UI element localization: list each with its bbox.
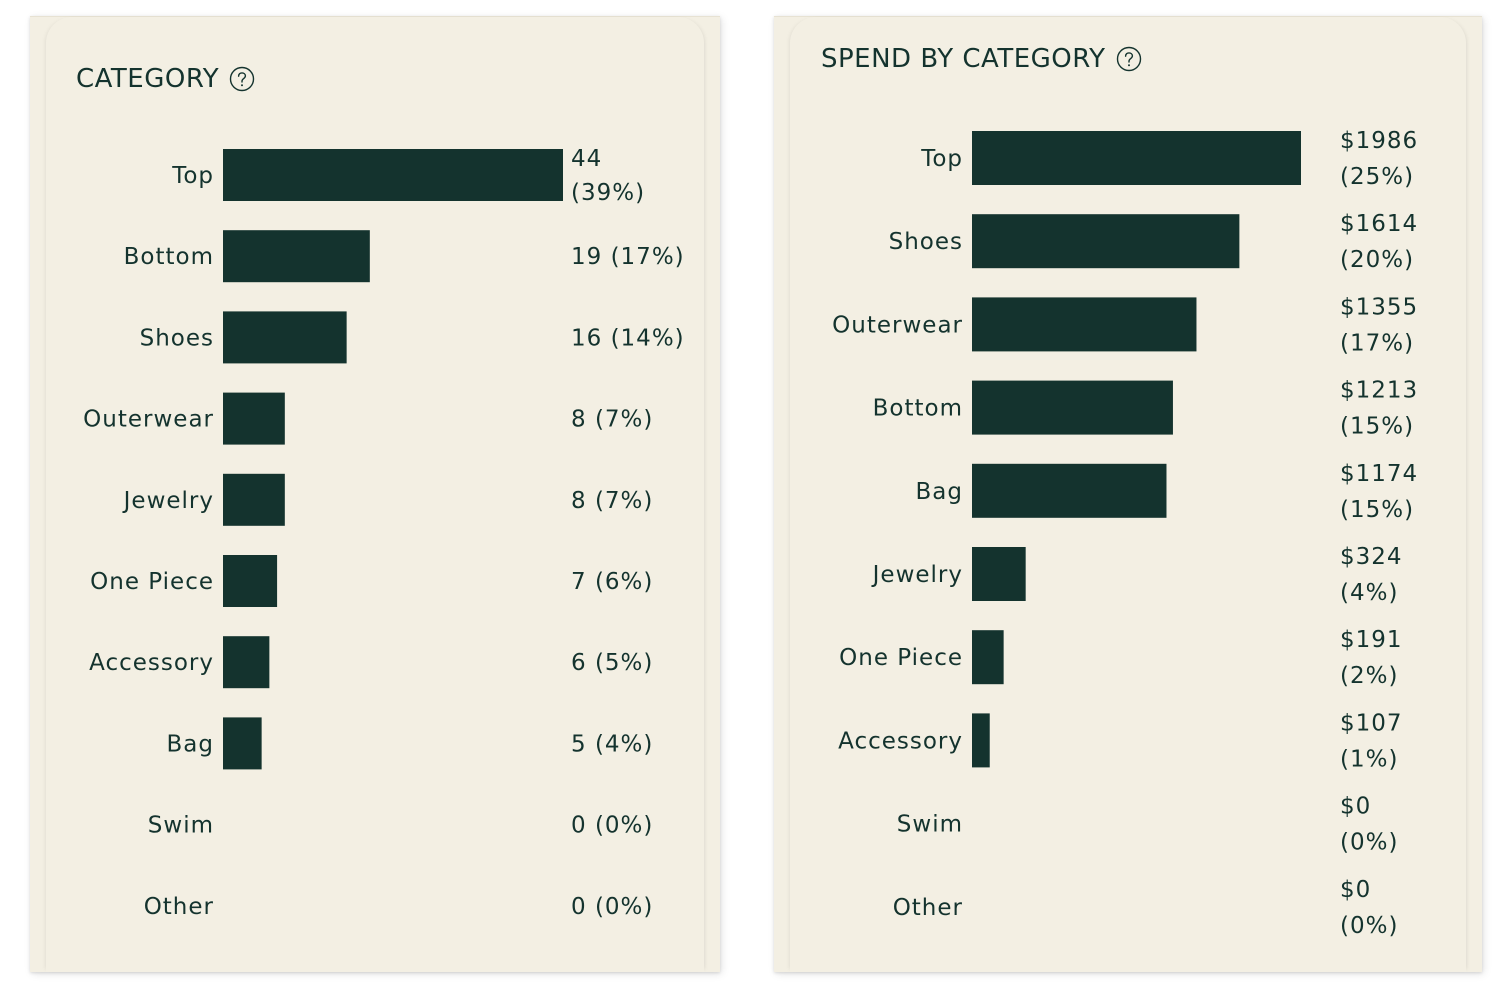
value-label: 44 (571, 146, 602, 172)
bar (223, 555, 278, 607)
bar (223, 311, 347, 364)
value-label: 8 (7%) (571, 407, 653, 433)
value-label: 7 (6%) (571, 569, 653, 595)
spend-by-category-chart: Top $1986 (25%) Shoes $1614 (20%) Outerwear $13… (832, 128, 1418, 939)
category-label: Jewelry (122, 488, 214, 514)
bar (223, 473, 285, 526)
category-label: Shoes (140, 325, 214, 351)
value-label: $191 (1340, 627, 1403, 653)
category-label: One Piece (839, 645, 963, 671)
bar (223, 230, 370, 283)
category-label: Accessory (89, 650, 214, 676)
value-label: 0 (0%) (571, 894, 653, 920)
spend-by-category-card: SPEND BY CATEGORY Top $1986 (25%) Shoes $161… (774, 16, 1482, 972)
category-label: Accessory (838, 728, 963, 754)
bar (223, 392, 285, 445)
category-label: Jewelry (871, 562, 963, 588)
category-label: Swim (897, 812, 963, 838)
value-label: $1213 (1340, 378, 1418, 404)
value-label: 5 (4%) (571, 731, 653, 757)
value-label: (15%) (1340, 414, 1414, 440)
category-label: Top (920, 146, 963, 172)
value-label: $1174 (1340, 461, 1418, 487)
category-label: Bottom (873, 396, 963, 422)
value-label: $1986 (1340, 128, 1418, 154)
value-label: (1%) (1340, 746, 1398, 772)
value-label: (2%) (1340, 663, 1398, 689)
category-label: Other (144, 894, 214, 920)
category-label: Other (893, 895, 963, 921)
value-label: 0 (0%) (571, 813, 653, 839)
bar (972, 630, 1004, 685)
value-label: $1355 (1340, 294, 1418, 320)
question-circle-icon[interactable] (229, 66, 255, 92)
question-circle-icon[interactable] (1116, 46, 1142, 72)
value-label: (17%) (1340, 330, 1414, 356)
bar (972, 713, 990, 768)
value-label: $1614 (1340, 211, 1418, 237)
bar (223, 717, 262, 770)
category-count-chart: Top 44 (39%) Bottom 19 (17%) Shoes 16 (14%) Out… (83, 146, 685, 920)
value-label: (0%) (1340, 913, 1398, 939)
bar (972, 214, 1240, 269)
value-label: (0%) (1340, 830, 1398, 856)
card-title: CATEGORY (76, 64, 255, 94)
category-label: Outerwear (832, 312, 963, 338)
category-label: Bag (916, 479, 963, 505)
category-count-card: CATEGORY Top 44 (39%) Bottom 19 (17%) Shoes 16… (30, 16, 720, 972)
value-label: $107 (1340, 710, 1403, 736)
bar (972, 131, 1301, 185)
bar (223, 149, 563, 201)
category-label: Swim (148, 813, 214, 839)
value-label: 6 (5%) (571, 650, 653, 676)
card-title-text: SPEND BY CATEGORY (821, 44, 1106, 74)
category-label: Bottom (124, 244, 214, 270)
value-label: $0 (1340, 794, 1371, 820)
value-label: (39%) (571, 180, 645, 206)
value-label: $0 (1340, 877, 1371, 903)
category-label: Top (171, 163, 214, 189)
category-label: Bag (167, 731, 214, 757)
bar (972, 547, 1026, 601)
value-label: 16 (14%) (571, 325, 685, 351)
bar (972, 463, 1167, 518)
category-label: One Piece (90, 569, 214, 595)
bar (972, 297, 1197, 352)
card-title: SPEND BY CATEGORY (821, 44, 1142, 74)
value-label: 19 (17%) (571, 244, 685, 270)
category-label: Shoes (889, 229, 963, 255)
category-label: Outerwear (83, 407, 214, 433)
value-label: 8 (7%) (571, 488, 653, 514)
bar (972, 380, 1173, 435)
bar (223, 636, 270, 689)
value-label: (25%) (1340, 164, 1414, 190)
value-label: (20%) (1340, 247, 1414, 273)
value-label: (15%) (1340, 497, 1414, 523)
value-label: (4%) (1340, 580, 1398, 606)
value-label: $324 (1340, 544, 1403, 570)
card-title-text: CATEGORY (76, 64, 220, 94)
